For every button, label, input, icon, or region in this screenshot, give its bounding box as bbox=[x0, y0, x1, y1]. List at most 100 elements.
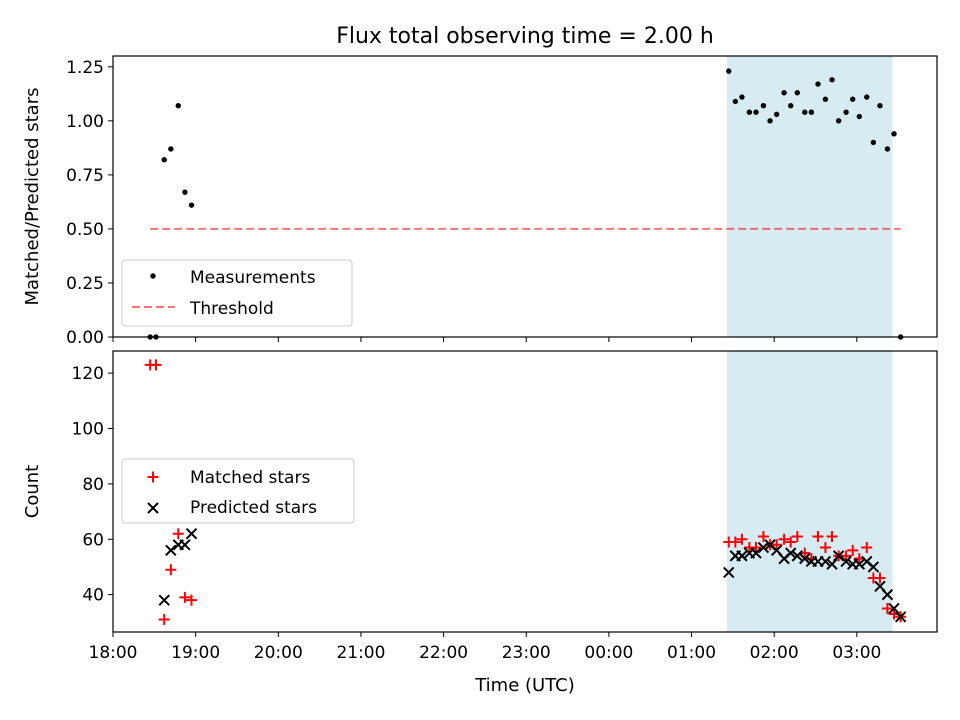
legend-bottom: Matched stars Predicted stars bbox=[121, 458, 355, 524]
y-tick-label: 80 bbox=[82, 475, 104, 495]
matched-star-point bbox=[750, 542, 762, 554]
y-tick-label: 1.00 bbox=[66, 112, 104, 132]
predicted-star-point bbox=[853, 558, 866, 570]
measurement-point bbox=[864, 94, 870, 100]
measurement-point bbox=[802, 109, 808, 115]
measurement-point bbox=[773, 111, 780, 118]
legend-matched-marker bbox=[147, 471, 159, 483]
predicted-star-point bbox=[826, 558, 838, 570]
matched-star-point bbox=[874, 572, 886, 584]
measurement-point bbox=[891, 131, 897, 137]
chart-title: Flux total observing time = 2.00 h bbox=[336, 24, 714, 49]
y-tick-label: 40 bbox=[82, 586, 104, 606]
measurement-point bbox=[788, 103, 794, 109]
measurement-point bbox=[794, 90, 801, 96]
x-tick-label: 21:00 bbox=[336, 643, 385, 663]
legend-threshold-label: Threshold bbox=[189, 299, 274, 319]
measurement-point bbox=[870, 139, 877, 146]
matched-star-point bbox=[736, 533, 748, 545]
y-tick-label: 0.00 bbox=[66, 328, 104, 348]
predicted-star-point bbox=[185, 528, 198, 540]
measurement-point bbox=[843, 109, 849, 115]
matched-star-point bbox=[729, 536, 741, 548]
legend-top: Measurements Threshold bbox=[121, 259, 353, 327]
matched-star-point bbox=[757, 530, 769, 542]
predicted-star-point bbox=[799, 552, 811, 565]
matched-star-point bbox=[847, 544, 859, 556]
predicted-star-point bbox=[158, 594, 170, 606]
predicted-star-point bbox=[736, 550, 748, 562]
predicted-star-point bbox=[819, 555, 832, 568]
predicted-star-point bbox=[791, 550, 804, 562]
x-tick-label: 19:00 bbox=[171, 643, 220, 663]
measurement-point bbox=[175, 103, 181, 109]
measurement-point bbox=[182, 189, 188, 195]
top-data bbox=[147, 68, 904, 340]
measurement-point bbox=[822, 96, 829, 102]
matched-star-point bbox=[771, 539, 783, 551]
top-panel: 0.00 0.25 0.50 0.75 1.00 1.25 Matched/Predicte… bbox=[22, 55, 938, 348]
x-tick-label: 02:00 bbox=[750, 643, 799, 663]
legend-box bbox=[121, 259, 353, 327]
measurement-point bbox=[781, 90, 787, 96]
matched-star-point bbox=[785, 536, 797, 548]
matched-star-point bbox=[186, 594, 198, 606]
observing-window-span bbox=[727, 56, 893, 337]
y-tick-label: 60 bbox=[82, 530, 104, 550]
y-tick-label: 1.25 bbox=[66, 58, 104, 78]
measurement-point bbox=[835, 118, 842, 124]
legend-matched-label: Matched stars bbox=[190, 468, 310, 488]
x-tick-label: 00:00 bbox=[584, 643, 633, 663]
predicted-star-point bbox=[832, 550, 845, 562]
matched-star-point bbox=[172, 528, 184, 540]
y-tick-label: 0.75 bbox=[66, 166, 104, 186]
predicted-star-point bbox=[723, 566, 735, 579]
legend-measurement-label: Measurements bbox=[190, 268, 316, 288]
axes-frame bbox=[112, 55, 938, 338]
matched-star-point bbox=[826, 530, 838, 542]
measurement-point bbox=[760, 103, 767, 109]
measurement-point bbox=[726, 68, 732, 74]
measurement-point bbox=[767, 118, 773, 124]
matched-star-point bbox=[165, 564, 177, 576]
predicted-star-point bbox=[179, 539, 191, 551]
measurement-point bbox=[732, 98, 739, 105]
measurement-point bbox=[753, 109, 759, 115]
matched-star-point bbox=[812, 530, 824, 542]
matched-star-point bbox=[778, 533, 790, 545]
measurement-point bbox=[808, 109, 815, 115]
y-axis-label: Matched/Predicted stars bbox=[22, 88, 43, 306]
matched-star-point bbox=[158, 614, 170, 626]
predicted-star-point bbox=[840, 555, 852, 568]
predicted-star-point bbox=[757, 541, 770, 554]
measurement-point bbox=[849, 96, 856, 102]
predicted-star-point bbox=[894, 611, 907, 623]
predicted-star-point bbox=[785, 547, 797, 559]
y-tick-label: 0.25 bbox=[66, 274, 104, 294]
y-tick-label: 0.50 bbox=[66, 220, 104, 240]
matched-star-point bbox=[840, 550, 852, 562]
legend-box bbox=[121, 458, 355, 524]
predicted-star-point bbox=[881, 588, 894, 601]
x-tick-label: 22:00 bbox=[419, 643, 468, 663]
x-tick-label: 03:00 bbox=[832, 643, 881, 663]
predicted-star-point bbox=[867, 561, 880, 573]
matched-star-point bbox=[791, 530, 803, 542]
observing-window-span bbox=[727, 351, 893, 632]
bottom-panel: 40 60 80 100 120 18:00 19:00 20:00 21:00 22:00 23:… bbox=[22, 350, 938, 663]
y-tick-label: 120 bbox=[72, 364, 104, 384]
matched-star-point bbox=[881, 602, 893, 614]
x-tick-label: 18:00 bbox=[89, 643, 138, 663]
measurement-point bbox=[877, 103, 883, 109]
x-axis-label: Time (UTC) bbox=[474, 675, 575, 696]
measurement-point bbox=[161, 157, 167, 163]
measurement-point bbox=[739, 94, 745, 100]
matched-star-point bbox=[179, 591, 191, 603]
matched-star-point bbox=[819, 542, 831, 554]
measurement-point bbox=[884, 146, 891, 152]
legend-measurement-marker bbox=[150, 273, 156, 279]
legend-predicted-label: Predicted stars bbox=[190, 498, 317, 518]
axes-frame bbox=[112, 350, 938, 633]
matched-star-point bbox=[150, 359, 162, 371]
